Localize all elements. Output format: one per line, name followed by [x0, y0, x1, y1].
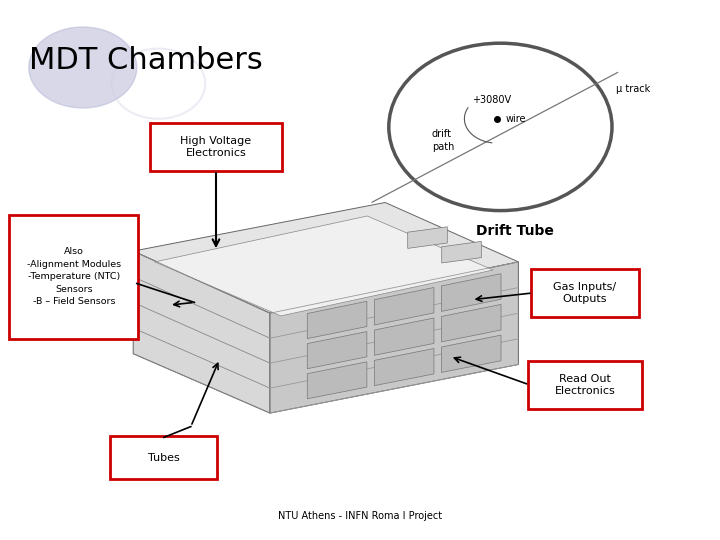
FancyBboxPatch shape: [9, 215, 138, 339]
Text: Also
-Alignment Modules
-Temperature (NTC)
Sensors
-B – Field Sensors: Also -Alignment Modules -Temperature (NT…: [27, 247, 121, 306]
FancyBboxPatch shape: [150, 123, 282, 171]
Polygon shape: [441, 274, 501, 312]
Text: Gas Inputs/
Outputs: Gas Inputs/ Outputs: [554, 282, 616, 303]
Polygon shape: [133, 251, 270, 413]
Polygon shape: [307, 332, 367, 369]
FancyBboxPatch shape: [531, 269, 639, 317]
Text: +3080V: +3080V: [472, 95, 510, 105]
Polygon shape: [408, 227, 447, 248]
Polygon shape: [374, 318, 434, 355]
Polygon shape: [374, 348, 434, 386]
Text: wire: wire: [505, 114, 526, 124]
FancyBboxPatch shape: [110, 436, 217, 479]
Text: NTU Athens - INFN Roma I Project: NTU Athens - INFN Roma I Project: [278, 511, 442, 521]
Text: μ track: μ track: [616, 84, 650, 94]
Text: drift
path: drift path: [432, 129, 454, 152]
Text: Read Out
Electronics: Read Out Electronics: [554, 374, 616, 395]
Text: High Voltage
Electronics: High Voltage Electronics: [181, 136, 251, 158]
Circle shape: [29, 27, 137, 108]
Polygon shape: [155, 216, 493, 316]
Polygon shape: [442, 241, 482, 263]
Polygon shape: [441, 335, 501, 373]
Polygon shape: [374, 287, 434, 325]
Text: Drift Tube: Drift Tube: [476, 224, 554, 238]
FancyBboxPatch shape: [528, 361, 642, 409]
Polygon shape: [307, 301, 367, 339]
Polygon shape: [133, 202, 518, 313]
Polygon shape: [441, 305, 501, 342]
Text: MDT Chambers: MDT Chambers: [29, 46, 263, 75]
Polygon shape: [270, 262, 518, 413]
Text: Tubes: Tubes: [148, 453, 180, 463]
Polygon shape: [307, 362, 367, 399]
